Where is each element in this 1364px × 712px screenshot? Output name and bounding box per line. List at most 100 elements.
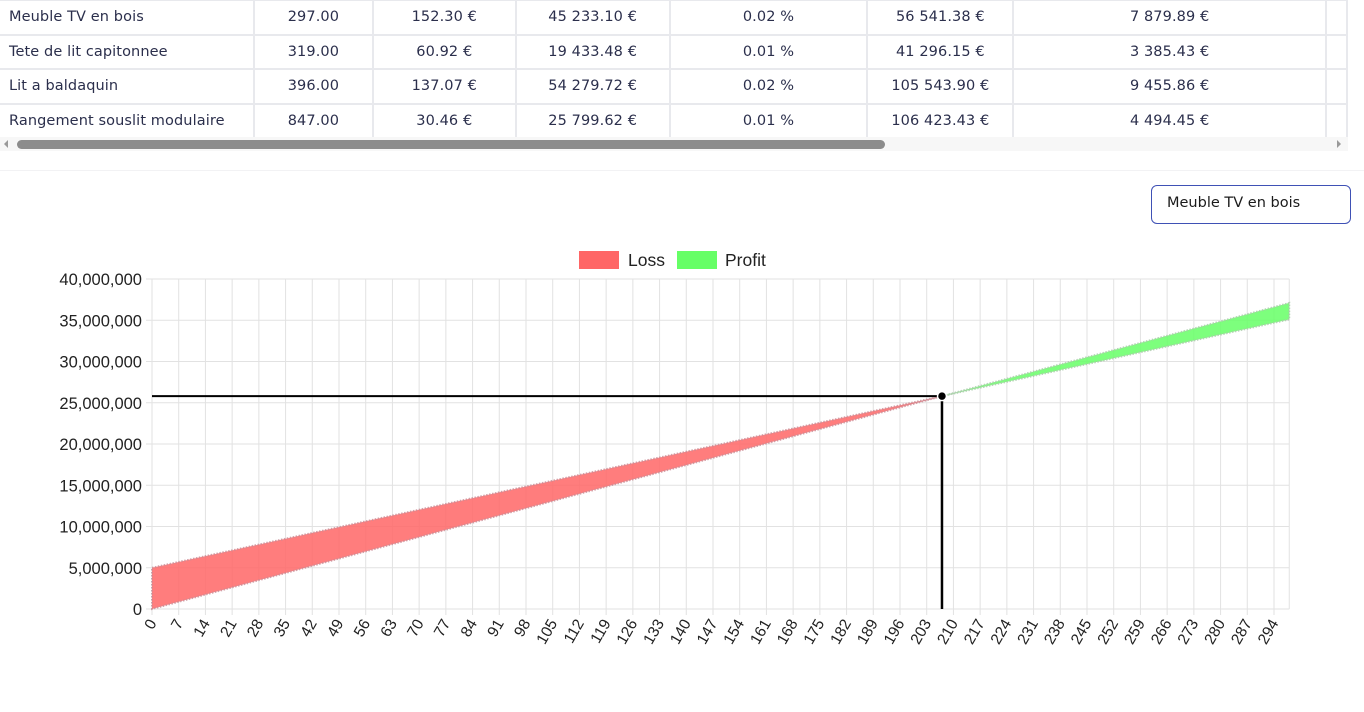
scroll-thumb[interactable]	[17, 140, 885, 149]
x-tick-label: 287	[1228, 617, 1256, 648]
break-even-point[interactable]	[936, 390, 948, 402]
product-selector-value: Meuble TV en bois	[1167, 195, 1301, 211]
x-tick-label: 189	[854, 617, 882, 648]
x-tick-label: 196	[881, 617, 909, 648]
loss-area	[151, 395, 943, 611]
cell-quantity: 847.00	[252, 102, 374, 139]
horizontal-scrollbar[interactable]	[0, 137, 1348, 151]
x-tick-label: 238	[1041, 617, 1069, 648]
y-tick-label: 5,000,000	[69, 560, 142, 578]
cell-profit: 3 385.43 €	[1012, 33, 1327, 70]
x-tick-label: 63	[378, 617, 401, 640]
table-row[interactable]: Tete de lit capitonnee 319.00 60.92 €19 43…	[0, 33, 1349, 70]
y-tick-label: 35,000,000	[59, 312, 142, 330]
x-tick-label: 266	[1148, 617, 1176, 648]
y-tick-label: 20,000,000	[59, 436, 142, 454]
x-tick-label: 98	[511, 617, 534, 640]
cell-share: 0.01 %	[668, 102, 869, 139]
x-tick-label: 42	[297, 617, 320, 640]
x-tick-label: 154	[721, 616, 749, 647]
cell-revenue: 25 799.62 €	[514, 102, 671, 139]
x-tick-label: 14	[191, 616, 215, 640]
cell-fixed-cost: 41 296.15 €	[866, 33, 1015, 70]
cell-overflow	[1324, 0, 1349, 36]
x-tick-label: 77	[431, 617, 454, 640]
section-divider	[0, 170, 1364, 171]
x-tick-label: 49	[324, 617, 347, 640]
cell-fixed-cost: 56 541.38 €	[866, 0, 1015, 36]
y-tick-label: 0	[133, 601, 142, 619]
cell-share: 0.02 %	[668, 68, 869, 105]
cell-unit-price: 152.30 €	[371, 0, 517, 36]
x-tick-label: 91	[484, 617, 507, 640]
x-tick-label: 259	[1121, 617, 1149, 648]
cell-profit: 4 494.45 €	[1012, 102, 1327, 139]
x-tick-label: 182	[827, 617, 855, 648]
x-tick-label: 168	[774, 617, 802, 648]
cell-quantity: 396.00	[252, 68, 374, 105]
x-tick-label: 175	[801, 617, 829, 648]
x-tick-label: 70	[404, 616, 428, 640]
legend-loss-swatch[interactable]	[579, 251, 619, 269]
cell-product: Tete de lit capitonnee	[0, 33, 255, 70]
x-tick-label: 112	[561, 617, 588, 647]
table-row[interactable]: Meuble TV en bois 297.00 152.30 €45 233.10…	[0, 0, 1349, 36]
x-tick-label: 0	[141, 616, 160, 632]
cell-revenue: 19 433.48 €	[514, 33, 671, 70]
x-tick-label: 84	[458, 616, 482, 640]
y-tick-label: 10,000,000	[59, 519, 142, 537]
x-tick-label: 7	[168, 617, 187, 633]
x-tick-label: 105	[534, 617, 562, 648]
product-table: Meuble TV en bois 297.00 152.30 €45 233.10…	[0, 0, 1349, 139]
cell-fixed-cost: 105 543.90 €	[866, 68, 1015, 105]
y-tick-label: 40,000,000	[59, 271, 142, 289]
cell-unit-price: 60.92 €	[371, 33, 517, 70]
cell-unit-price: 30.46 €	[371, 102, 517, 139]
cell-unit-price: 137.07 €	[371, 68, 517, 105]
cell-revenue: 45 233.10 €	[514, 0, 671, 36]
x-tick-label: 252	[1095, 617, 1123, 648]
x-tick-label: 35	[271, 617, 294, 640]
x-tick-label: 245	[1068, 617, 1096, 648]
x-tick-label: 133	[640, 617, 668, 648]
cell-overflow	[1324, 33, 1349, 70]
legend-loss-label[interactable]: Loss	[628, 250, 665, 270]
x-tick-label: 203	[908, 617, 936, 648]
x-tick-label: 273	[1175, 617, 1203, 648]
x-tick-label: 161	[747, 617, 775, 648]
cell-product: Meuble TV en bois	[0, 0, 255, 36]
cell-share: 0.01 %	[668, 33, 869, 70]
table-row[interactable]: Lit a baldaquin 396.00 137.07 €54 279.72 €…	[0, 68, 1349, 105]
x-tick-label: 224	[988, 616, 1016, 647]
cell-product: Lit a baldaquin	[0, 68, 255, 105]
cell-overflow	[1324, 102, 1349, 139]
y-tick-label: 25,000,000	[59, 395, 142, 413]
scroll-left-arrow-icon[interactable]	[4, 140, 8, 148]
x-tick-label: 140	[667, 616, 695, 647]
table-row[interactable]: Rangement souslit modulaire 847.00 30.46 €…	[0, 102, 1349, 139]
x-tick-label: 28	[244, 617, 267, 640]
x-tick-label: 217	[961, 617, 989, 648]
cell-product: Rangement souslit modulaire	[0, 102, 255, 139]
scroll-right-arrow-icon[interactable]	[1337, 140, 1341, 148]
cell-fixed-cost: 106 423.43 €	[866, 102, 1015, 139]
y-tick-label: 30,000,000	[59, 354, 142, 372]
x-tick-label: 126	[614, 617, 642, 648]
x-tick-label: 210	[934, 616, 962, 647]
product-table-container: Meuble TV en bois 297.00 152.30 €45 233.10…	[0, 0, 1349, 154]
break-even-chart: 0 5,000,000 10,000,000 15,000,000 20,000,000…	[0, 240, 1364, 712]
x-tick-label: 294	[1255, 616, 1283, 647]
x-tick-label: 147	[694, 617, 722, 648]
x-tick-label: 119	[588, 617, 615, 647]
legend-profit-label[interactable]: Profit	[725, 250, 766, 270]
cell-quantity: 319.00	[252, 33, 374, 70]
cell-revenue: 54 279.72 €	[514, 68, 671, 105]
cell-quantity: 297.00	[252, 0, 374, 36]
y-tick-label: 15,000,000	[59, 477, 142, 495]
cell-overflow	[1324, 68, 1349, 105]
x-tick-label: 56	[351, 617, 374, 640]
profit-area	[941, 301, 1291, 398]
legend-profit-swatch[interactable]	[677, 251, 717, 269]
cell-profit: 9 455.86 €	[1012, 68, 1327, 105]
product-selector[interactable]: Meuble TV en bois	[1151, 185, 1351, 224]
